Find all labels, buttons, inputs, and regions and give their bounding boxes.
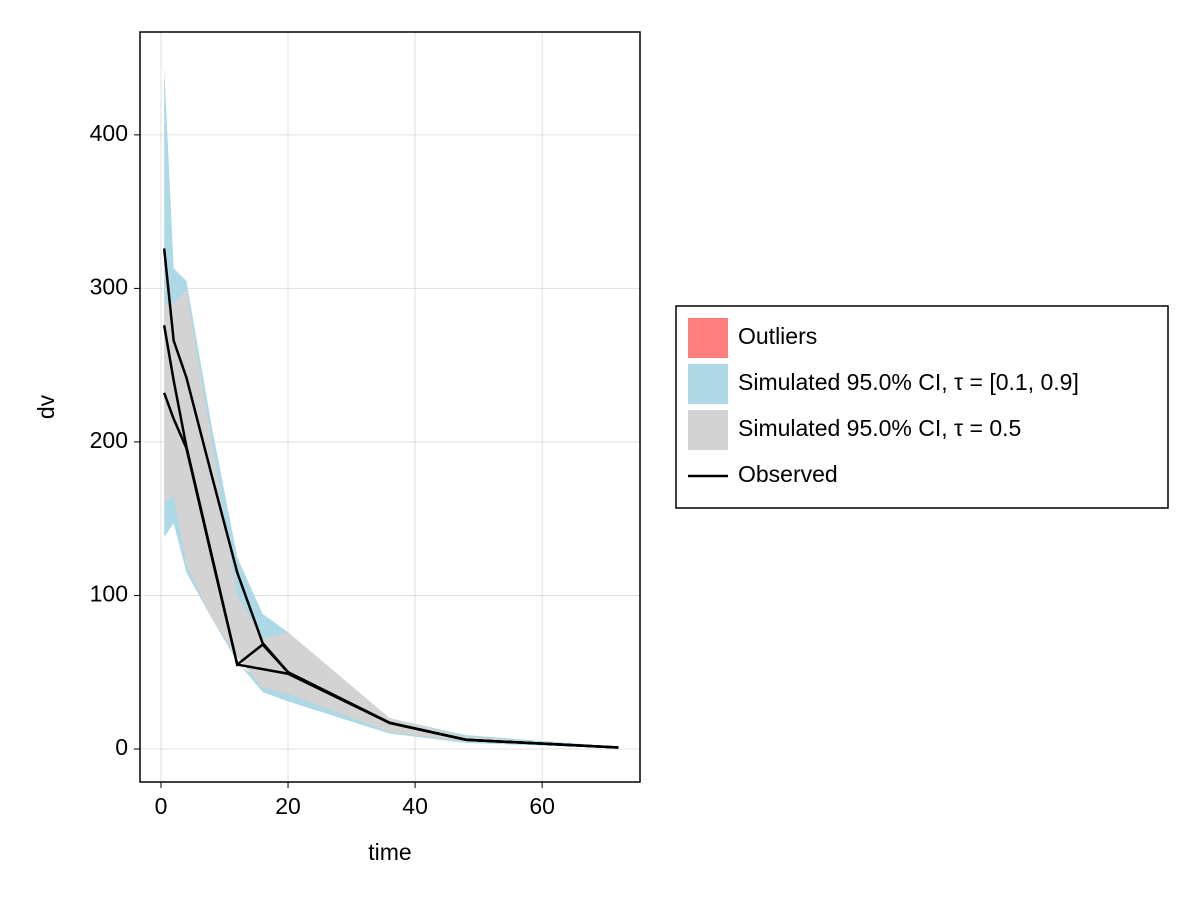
y-tick-label: 300 — [90, 273, 128, 299]
legend-label: Outliers — [738, 323, 817, 349]
y-tick-label: 200 — [90, 427, 128, 453]
y-axis-label: dv — [33, 394, 59, 419]
plot-frame — [139, 31, 641, 783]
legend-swatch — [688, 318, 728, 358]
x-tick-label: 60 — [529, 793, 555, 819]
legend-label: Simulated 95.0% CI, τ = [0.1, 0.9] — [738, 369, 1079, 395]
x-axis-label: time — [368, 839, 411, 865]
observed-line — [162, 392, 619, 749]
x-tick-label: 40 — [402, 793, 428, 819]
y-tick-label: 0 — [115, 734, 128, 760]
x-tick-label: 0 — [155, 793, 168, 819]
x-tick-label: 20 — [275, 793, 301, 819]
y-tick-label: 100 — [90, 581, 128, 607]
ci-band — [164, 289, 619, 749]
legend-swatch — [688, 410, 728, 450]
legend-label: Simulated 95.0% CI, τ = 0.5 — [738, 415, 1021, 441]
legend-label: Observed — [738, 461, 838, 487]
observed-line — [162, 248, 619, 749]
legend-box — [675, 305, 1169, 509]
legend-swatch — [688, 364, 728, 404]
y-tick-label: 400 — [90, 120, 128, 146]
